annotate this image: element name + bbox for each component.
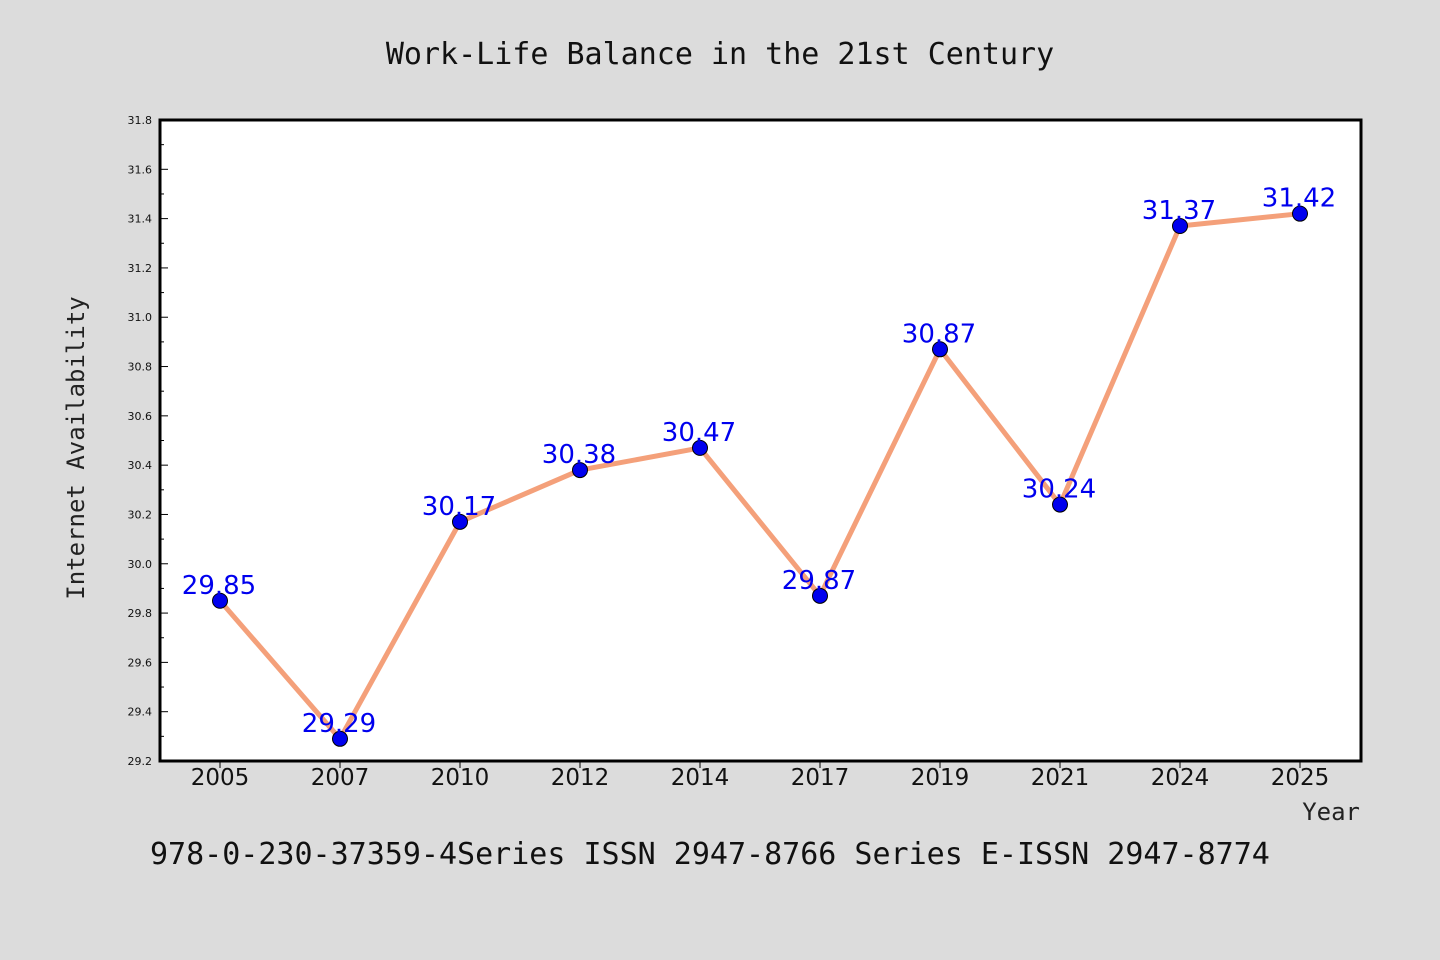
data-point — [1052, 496, 1068, 513]
data-label: 30.38 — [542, 440, 616, 470]
data-label: 30.17 — [422, 492, 496, 522]
series-line — [217, 211, 1303, 742]
data-point — [1292, 205, 1308, 222]
data-label: 31.37 — [1142, 196, 1216, 226]
y-axis-label: Internet Availability — [62, 296, 90, 599]
y-tick-label: 30.4 — [128, 459, 153, 472]
x-tick-label: 2014 — [671, 765, 730, 791]
y-tick-label: 30.6 — [128, 410, 153, 423]
x-tick-label: 2012 — [551, 765, 610, 791]
data-label: 31.42 — [1262, 184, 1336, 214]
data-label: 30.24 — [1022, 475, 1096, 505]
data-point — [572, 462, 588, 479]
data-point — [332, 730, 348, 747]
x-tick-label: 2007 — [311, 765, 370, 791]
data-point — [212, 592, 228, 609]
series-layer: 29.85 29.29 30.17 30.38 30.47 29.87 30.87 30.24… — [182, 184, 1336, 747]
y-tick-label: 29.6 — [128, 656, 153, 669]
footer-isbn-issn: 978-0-230-37359-4Series ISSN 2947-8766 S… — [150, 837, 1270, 872]
y-tick-label: 31.6 — [128, 163, 153, 176]
y-axis: 29.2 29.4 29.6 29.8 30.0 30.2 30.4 30.6 30.8 31.0… — [128, 114, 168, 768]
data-point — [452, 513, 468, 530]
data-point — [812, 587, 828, 604]
chart-title: Work-Life Balance in the 21st Century — [386, 37, 1054, 72]
y-tick-label: 31.4 — [128, 213, 153, 226]
y-tick-label: 29.2 — [128, 755, 153, 768]
plot-area — [158, 118, 1363, 763]
x-axis: 2005 2007 2010 2012 2014 2017 2019 2021 2024 2025 — [191, 761, 1330, 791]
data-label: 30.47 — [662, 418, 736, 448]
y-tick-label: 30.8 — [128, 361, 153, 374]
data-label: 29.87 — [782, 566, 856, 596]
y-tick-label: 31.0 — [128, 311, 153, 324]
data-label: 30.87 — [902, 319, 976, 349]
data-point — [932, 341, 948, 358]
x-tick-label: 2025 — [1271, 765, 1330, 791]
y-tick-label: 29.4 — [128, 706, 153, 719]
data-label: 29.29 — [302, 709, 376, 739]
x-axis-label: Year — [1302, 798, 1360, 826]
y-tick-label: 31.8 — [128, 114, 153, 127]
x-tick-label: 2005 — [191, 765, 250, 791]
y-tick-label: 30.2 — [128, 508, 153, 521]
data-point — [1172, 218, 1188, 235]
data-label: 29.85 — [182, 571, 256, 601]
x-tick-label: 2021 — [1031, 765, 1090, 791]
x-tick-label: 2010 — [431, 765, 490, 791]
y-tick-label: 31.2 — [128, 262, 153, 275]
x-tick-label: 2024 — [1151, 765, 1210, 791]
x-tick-label: 2017 — [791, 765, 850, 791]
data-point — [692, 439, 708, 456]
y-tick-label: 29.8 — [128, 607, 153, 620]
y-tick-label: 30.0 — [128, 558, 153, 571]
x-tick-label: 2019 — [911, 765, 970, 791]
